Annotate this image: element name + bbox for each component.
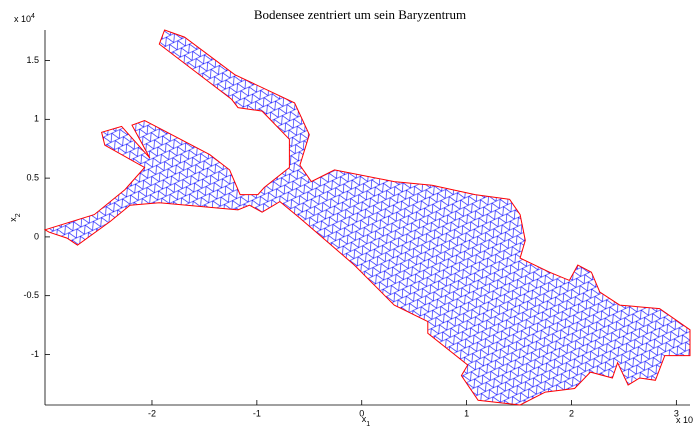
x-tick-label: 2: [569, 408, 574, 418]
y-multiplier: x 104: [14, 13, 35, 25]
x-axis-label: x1: [362, 414, 371, 427]
y-tick-label: -0.5: [23, 290, 39, 300]
y-tick-label: -1: [31, 349, 39, 359]
y-multiplier-base: x 10: [14, 14, 31, 24]
y-axis-label-subscript: 2: [15, 213, 22, 217]
y-tick-label: 0.5: [26, 172, 39, 182]
x-multiplier-base: x 10: [676, 415, 693, 425]
x-axis-label-subscript: 1: [366, 421, 370, 428]
y-axis-label: x2: [8, 213, 21, 222]
x-tick-label: -1: [253, 408, 261, 418]
y-tick-label: 1.5: [26, 55, 39, 65]
y-tick-label: 1: [34, 114, 39, 124]
chart: Bodensee zentriert um sein Baryzentrum -…: [0, 0, 693, 428]
y-tick-label: 0: [34, 231, 39, 241]
y-multiplier-exponent: 4: [31, 13, 35, 20]
mesh-fill: [45, 30, 690, 405]
chart-title: Bodensee zentriert um sein Baryzentrum: [254, 7, 466, 22]
x-tick-label: 1: [464, 408, 469, 418]
x-multiplier: x 104: [676, 414, 693, 426]
x-tick-label: -2: [148, 408, 156, 418]
